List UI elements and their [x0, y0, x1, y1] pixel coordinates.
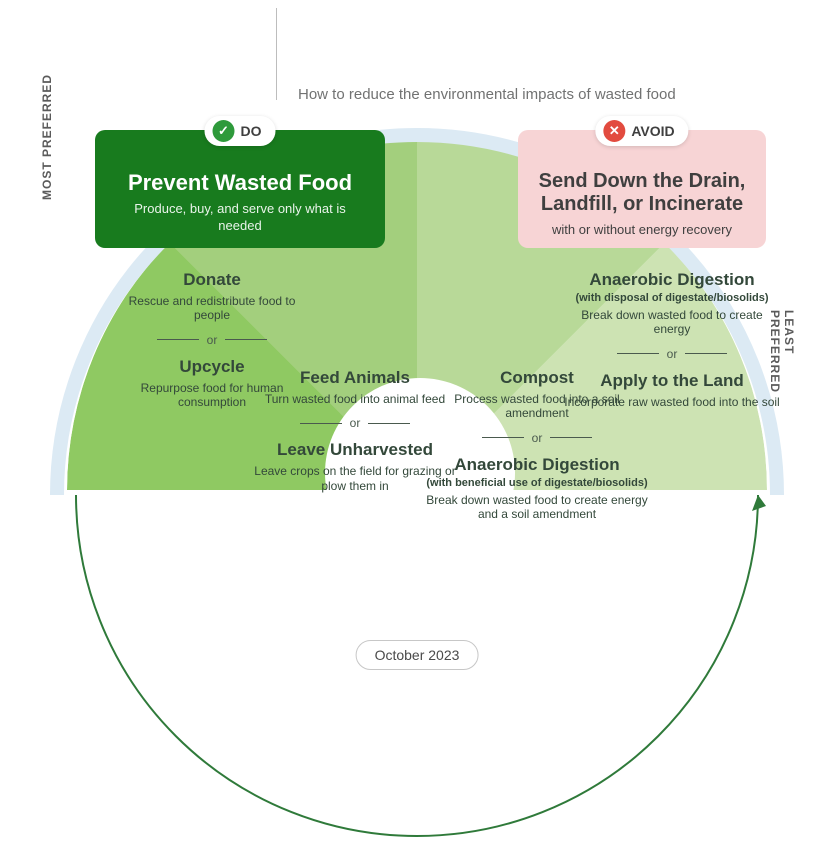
wedge-item-title: Apply to the Land — [562, 371, 782, 391]
wedge-item-desc: Break down wasted food to create energy … — [422, 493, 652, 522]
wedge-block-3: Anaerobic Digestion (with disposal of dig… — [562, 270, 782, 409]
avoid-pill-label: AVOID — [631, 123, 674, 139]
wedge-item-subtitle: (with beneficial use of digestate/biosol… — [422, 477, 652, 489]
wedge-item-subtitle: (with disposal of digestate/biosolids) — [562, 292, 782, 304]
or-divider: or — [562, 347, 782, 361]
title-divider — [276, 8, 277, 100]
wasted-food-scale-diagram: MOST PREFERRED LEAST PREFERRED ✓ DO Prev… — [40, 120, 794, 680]
or-divider: or — [112, 333, 312, 347]
footer-date: October 2023 — [356, 640, 479, 670]
x-icon: ✕ — [603, 120, 625, 142]
do-pill-label: DO — [241, 123, 262, 139]
do-card-title: Prevent Wasted Food — [113, 170, 367, 195]
wedge-item-title: Anaerobic Digestion — [422, 455, 652, 475]
least-preferred-label: LEAST PREFERRED — [768, 310, 796, 393]
avoid-card: ✕ AVOID Send Down the Drain, Landfill, o… — [518, 130, 766, 248]
wedge-item-desc: Incorporate raw wasted food into the soi… — [562, 395, 782, 409]
wedge-item-desc: Rescue and redistribute food to people — [112, 294, 312, 323]
avoid-card-title: Send Down the Drain, Landfill, or Incine… — [536, 170, 748, 216]
wedge-item-title: Anaerobic Digestion — [562, 270, 782, 290]
avoid-pill: ✕ AVOID — [595, 116, 688, 146]
do-card-sub: Produce, buy, and serve only what is nee… — [113, 201, 367, 234]
subtitle: How to reduce the environmental impacts … — [298, 86, 676, 103]
wedge-item-title: Donate — [112, 270, 312, 290]
most-preferred-label: MOST PREFERRED — [40, 74, 54, 200]
or-divider: or — [422, 431, 652, 445]
do-pill: ✓ DO — [205, 116, 276, 146]
wedge-item-desc: Break down wasted food to create energy — [562, 308, 782, 337]
check-icon: ✓ — [213, 120, 235, 142]
do-card: ✓ DO Prevent Wasted Food Produce, buy, a… — [95, 130, 385, 248]
avoid-card-sub: with or without energy recovery — [536, 222, 748, 238]
